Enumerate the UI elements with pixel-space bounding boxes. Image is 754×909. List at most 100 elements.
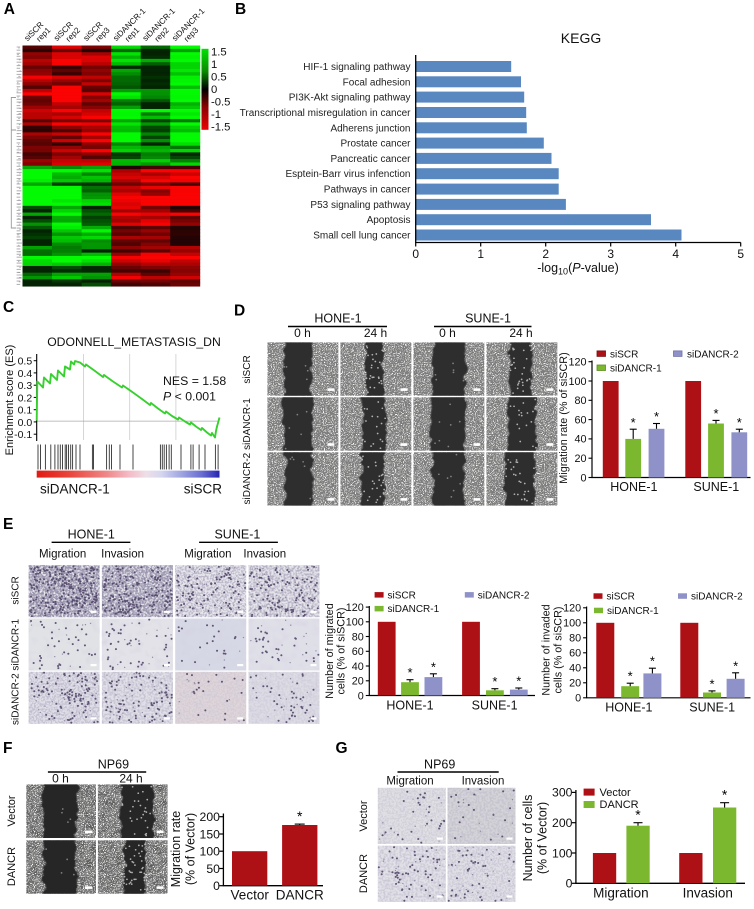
svg-text:DANCR: DANCR — [276, 888, 324, 903]
svg-text:Pathways in cancer: Pathways in cancer — [324, 185, 411, 196]
svg-text:100: 100 — [552, 846, 573, 860]
svg-text:0: 0 — [213, 879, 220, 893]
svg-text:Invasion: Invasion — [243, 549, 286, 561]
svg-text:1: 1 — [211, 59, 217, 71]
svg-text:200: 200 — [200, 810, 221, 824]
svg-text:0.2: 0.2 — [18, 392, 33, 404]
svg-text:Invasion: Invasion — [462, 776, 505, 788]
svg-text:1: 1 — [477, 247, 484, 261]
svg-text:60: 60 — [569, 648, 581, 660]
svg-text:24 h: 24 h — [119, 772, 142, 786]
svg-text:24 h: 24 h — [509, 326, 532, 340]
svg-text:F: F — [3, 740, 12, 757]
svg-text:E: E — [3, 516, 13, 533]
svg-text:C: C — [3, 299, 14, 316]
svg-text:20: 20 — [352, 676, 364, 688]
svg-text:Migration: Migration — [593, 886, 649, 901]
svg-text:Pancreatic cancer: Pancreatic cancer — [330, 154, 411, 165]
svg-text:20: 20 — [569, 678, 581, 690]
svg-text:A: A — [4, 1, 15, 18]
svg-text:siSCR: siSCR — [388, 590, 416, 601]
svg-text:0: 0 — [566, 877, 573, 891]
svg-text:siDANCR-2: siDANCR-2 — [687, 349, 739, 360]
svg-text:*: * — [492, 674, 497, 689]
svg-text:120: 120 — [563, 603, 581, 615]
svg-text:siDANCR-1: siDANCR-1 — [388, 604, 440, 615]
svg-text:50: 50 — [206, 862, 220, 876]
svg-text:siSCR: siSCR — [242, 355, 253, 383]
svg-text:siDANCR-2: siDANCR-2 — [242, 452, 253, 504]
svg-text:siDANCR-1: siDANCR-1 — [242, 398, 253, 450]
svg-text:Prostate cancer: Prostate cancer — [340, 139, 411, 150]
svg-text:*: * — [297, 808, 303, 824]
svg-text:Vector: Vector — [6, 795, 18, 827]
svg-text:0: 0 — [580, 472, 586, 484]
svg-text:2: 2 — [542, 247, 549, 261]
svg-text:siSCR: siSCR — [184, 482, 223, 497]
svg-text:HONE-1: HONE-1 — [610, 480, 657, 494]
svg-text:P < 0.001: P < 0.001 — [163, 390, 216, 404]
svg-text:*: * — [635, 807, 641, 823]
svg-text:150: 150 — [200, 827, 221, 841]
svg-text:SUNE-1: SUNE-1 — [689, 701, 735, 715]
svg-text:-1: -1 — [211, 109, 221, 121]
svg-text:100: 100 — [568, 376, 586, 388]
svg-text:Vector: Vector — [600, 787, 632, 799]
svg-text:D: D — [234, 303, 245, 320]
svg-text:Adherens junction: Adherens junction — [330, 123, 410, 134]
svg-text:24 h: 24 h — [364, 326, 387, 340]
svg-text:1.5: 1.5 — [211, 47, 227, 59]
svg-text:Number of migrated: Number of migrated — [324, 603, 336, 698]
svg-text:*: * — [654, 409, 659, 424]
svg-text:0.5: 0.5 — [211, 72, 227, 84]
svg-text:Migration: Migration — [386, 776, 433, 788]
svg-text:HONE-1: HONE-1 — [314, 312, 361, 326]
svg-text:5: 5 — [737, 247, 744, 261]
svg-text:HONE-1: HONE-1 — [605, 701, 652, 715]
svg-text:siDANCR-2: siDANCR-2 — [11, 673, 22, 725]
svg-text:siSCR: siSCR — [610, 349, 638, 360]
svg-text:*: * — [407, 665, 412, 680]
svg-text:*: * — [516, 673, 521, 688]
svg-text:100: 100 — [563, 618, 581, 630]
svg-text:0.5: 0.5 — [18, 356, 33, 368]
svg-text:*: * — [628, 669, 633, 684]
svg-text:*: * — [722, 787, 728, 803]
svg-text:0.1: 0.1 — [18, 405, 33, 417]
svg-text:0: 0 — [358, 690, 364, 702]
svg-text:KEGG: KEGG — [561, 30, 601, 46]
svg-text:80: 80 — [569, 633, 581, 645]
svg-text:Number of invaded: Number of invaded — [541, 604, 553, 695]
svg-text:20: 20 — [574, 453, 586, 465]
svg-text:*: * — [709, 676, 714, 691]
svg-text:300: 300 — [552, 786, 573, 800]
svg-text:0 h: 0 h — [439, 326, 456, 340]
svg-text:Enrichment score (ES): Enrichment score (ES) — [4, 345, 16, 456]
svg-text:4: 4 — [672, 247, 679, 261]
svg-text:Apoptosis: Apoptosis — [367, 215, 411, 226]
svg-text:(% of Vector): (% of Vector) — [184, 813, 198, 885]
svg-text:0: 0 — [211, 84, 217, 96]
svg-text:*: * — [631, 415, 636, 430]
svg-text:200: 200 — [552, 816, 573, 830]
svg-text:NP69: NP69 — [424, 758, 455, 772]
svg-text:HONE-1: HONE-1 — [68, 528, 115, 542]
svg-text:ODONNELL_METASTASIS_DN: ODONNELL_METASTASIS_DN — [47, 335, 221, 349]
svg-text:HIF-1 signaling pathway: HIF-1 signaling pathway — [303, 62, 410, 73]
svg-text:cells (% of siSCR): cells (% of siSCR) — [336, 608, 348, 695]
svg-text:40: 40 — [569, 663, 581, 675]
svg-text:SUNE-1: SUNE-1 — [472, 699, 518, 713]
svg-text:Invasion: Invasion — [683, 886, 733, 901]
svg-text:*: * — [737, 415, 742, 430]
svg-text:DANCR: DANCR — [358, 854, 370, 893]
svg-text:120: 120 — [568, 357, 586, 369]
svg-text:Number of cells: Number of cells — [521, 795, 535, 882]
svg-text:*: * — [431, 659, 436, 674]
svg-text:60: 60 — [574, 414, 586, 426]
svg-text:SUNE-1: SUNE-1 — [214, 528, 260, 542]
svg-text:0.3: 0.3 — [18, 380, 33, 392]
svg-text:Migration: Migration — [184, 549, 231, 561]
svg-text:DANCR: DANCR — [6, 847, 18, 886]
svg-text:NP69: NP69 — [98, 758, 129, 772]
svg-text:100: 100 — [346, 617, 364, 629]
